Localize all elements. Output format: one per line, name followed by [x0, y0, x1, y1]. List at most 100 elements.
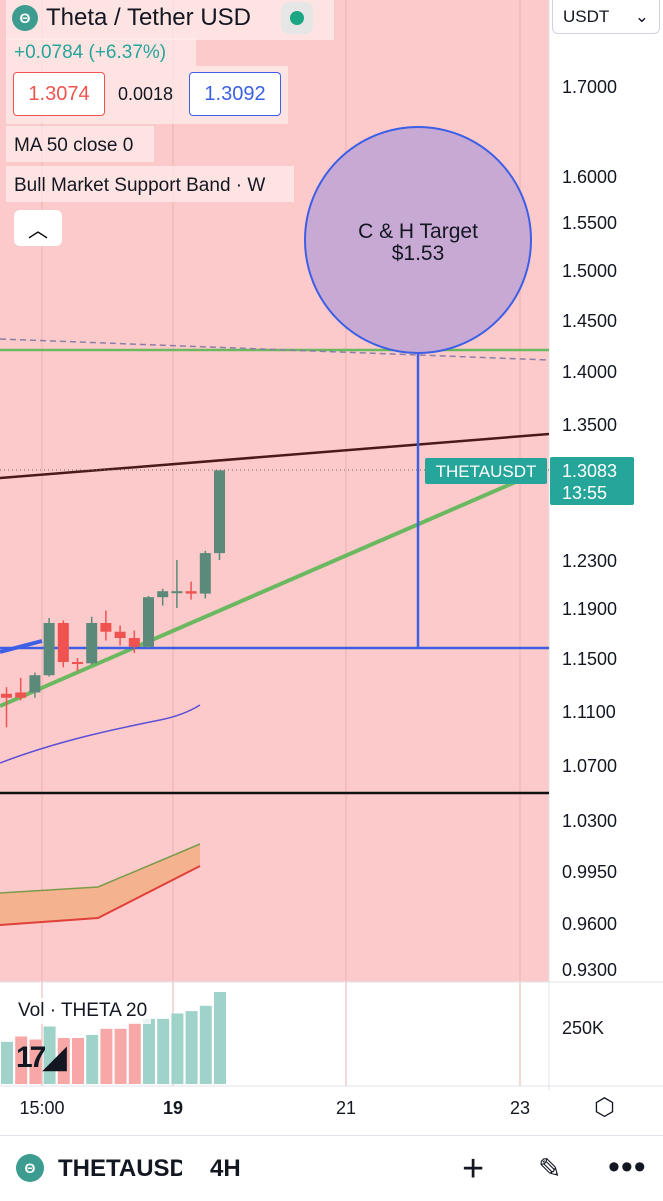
symbol-tag-bg — [425, 458, 547, 484]
volume-bar — [157, 1018, 170, 1084]
volume-legend[interactable]: Vol · THETA 20 — [14, 998, 152, 1024]
bottom-toolbar — [0, 1135, 663, 1201]
last-price-value: 1.3083 — [562, 461, 617, 481]
market-status-button[interactable] — [280, 2, 313, 34]
price-tick-label: 1.2300 — [562, 551, 617, 571]
ma-line — [0, 704, 201, 764]
price-tick-label: 1.7000 — [562, 77, 617, 97]
price-tick-label: 1.6000 — [562, 167, 617, 187]
ma-indicator-label[interactable]: MA 50 close 0 — [14, 135, 134, 156]
symbol-selector[interactable]: THETAUSDT — [58, 1155, 182, 1182]
settings-hexagon-icon[interactable]: ⬡ — [594, 1094, 615, 1121]
legend-bg — [6, 126, 154, 162]
candles-group — [1, 470, 225, 728]
legend-bg — [6, 38, 196, 66]
candle-body — [199, 553, 211, 594]
symbol-title-row[interactable]: Θ Theta / Tether USD — [12, 2, 313, 34]
volume-bar — [185, 1011, 198, 1084]
candle-body — [1, 693, 12, 698]
price-tick-label: 1.0300 — [562, 811, 617, 831]
time-tick-23: 23 — [510, 1098, 530, 1118]
price-tick-label: 1.4500 — [562, 311, 617, 331]
candle-body — [171, 591, 183, 594]
arrow-blue — [0, 639, 43, 654]
last-price-countdown: 13:55 — [562, 483, 607, 503]
volume-bar — [114, 1028, 127, 1084]
bmsb-upper-line — [0, 843, 201, 894]
price-tick-label: 1.1900 — [562, 599, 617, 619]
legend-bg — [6, 0, 334, 40]
price-tick-label: 0.9950 — [562, 862, 617, 882]
time-tick-21: 21 — [336, 1098, 356, 1118]
candle-body — [43, 623, 55, 676]
status-dot-icon — [289, 11, 304, 25]
currency-select-value: USDT — [563, 6, 610, 26]
theta-coin-icon: Θ — [12, 5, 38, 31]
legend-bg — [6, 166, 294, 202]
price-tick-label: 1.5500 — [562, 213, 617, 233]
bmsb-lower-line — [0, 865, 201, 926]
volume-axis-tick: 250K — [562, 1018, 604, 1038]
candle-body — [29, 675, 41, 693]
price-change: +0.0784 (+6.37%) — [14, 42, 167, 63]
candle-body — [214, 470, 225, 554]
volume-bar — [43, 1026, 56, 1084]
add-icon[interactable]: + — [462, 1148, 485, 1190]
volume-bar — [57, 1038, 70, 1084]
tradingview-logo-icon: 17◢ — [16, 1041, 66, 1074]
price-tick-label: 1.4000 — [562, 362, 617, 382]
candle-body — [86, 623, 98, 664]
time-tick-1500: 15:00 — [19, 1098, 64, 1118]
price-tick-label: 1.0700 — [562, 756, 617, 776]
candle-body — [157, 591, 169, 598]
dashed-trend — [0, 338, 550, 361]
resistance-line-maroon — [0, 432, 550, 480]
volume-bar — [171, 1013, 184, 1084]
theta-coin-icon: Θ — [16, 1154, 44, 1182]
collapse-legend-button[interactable]: ︿ — [14, 210, 62, 246]
candle-body — [128, 638, 140, 647]
candle-body — [114, 631, 126, 638]
bmsb-band — [0, 844, 200, 925]
price-tick-label: 1.1500 — [562, 649, 617, 669]
target-circle — [304, 126, 532, 354]
price-tick-label: 1.5000 — [562, 261, 617, 281]
volume-bar — [100, 1028, 113, 1084]
candle-body — [143, 597, 154, 647]
volume-bar — [199, 1005, 212, 1084]
symbol-tag-label: THETAUSDT — [436, 462, 537, 481]
candle-body — [185, 591, 197, 594]
price-tick-label: 0.9600 — [562, 914, 617, 934]
drawing-pen-icon[interactable]: ✎ — [538, 1153, 562, 1184]
volume-bar — [86, 1034, 99, 1084]
bmsb-indicator-label[interactable]: Bull Market Support Band · W — [14, 175, 266, 196]
spread-value: 0.0018 — [118, 84, 174, 104]
volume-bar — [1, 1041, 13, 1084]
buy-price-button[interactable]: 1.3092 — [189, 72, 281, 116]
annotation-line2: $1.53 — [392, 242, 445, 265]
candle-body — [72, 661, 83, 664]
volume-bar — [15, 1036, 28, 1084]
volume-bar — [143, 1018, 155, 1084]
interval-selector[interactable]: 4H — [210, 1155, 241, 1182]
price-axis-background — [549, 0, 663, 1090]
price-axis: 1.7000 1.6000 1.5500 1.5000 1.4500 1.4000 1.35… — [562, 77, 617, 980]
price-tick-label: 1.1100 — [562, 702, 616, 722]
candle-body — [100, 623, 112, 632]
chevron-up-icon: ︿ — [28, 219, 48, 242]
chevron-down-icon: ⌄ — [634, 6, 649, 26]
sell-price-button[interactable]: 1.3074 — [13, 72, 105, 116]
candle-body — [57, 623, 69, 662]
trendline-green — [0, 478, 521, 708]
price-tick-label: 0.9300 — [562, 960, 617, 980]
price-tick-label: 1.3500 — [562, 415, 617, 435]
more-icon[interactable]: ••• — [608, 1148, 647, 1186]
volume-bars-group — [1, 992, 226, 1084]
volume-bar — [29, 1039, 42, 1084]
candle-body — [15, 692, 27, 698]
volume-bar — [72, 1038, 84, 1084]
time-tick-19: 19 — [163, 1098, 183, 1118]
annotation-line1: C & H Target — [358, 220, 478, 243]
currency-select[interactable]: USDT ⌄ — [552, 0, 660, 34]
